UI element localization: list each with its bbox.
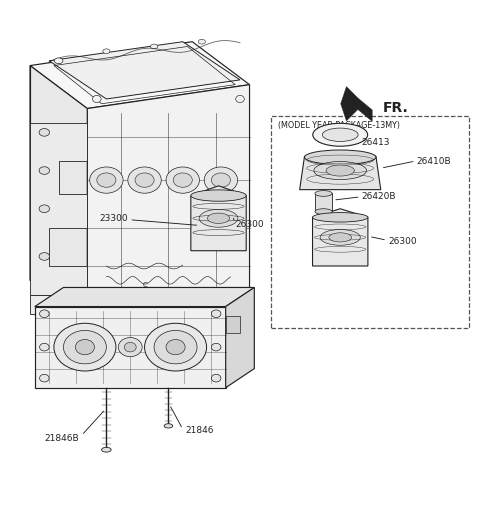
Polygon shape xyxy=(226,287,254,388)
Ellipse shape xyxy=(320,229,360,245)
Text: FR.: FR. xyxy=(383,101,409,114)
Ellipse shape xyxy=(312,213,368,222)
Polygon shape xyxy=(35,306,226,388)
Ellipse shape xyxy=(210,196,232,222)
Ellipse shape xyxy=(236,95,244,103)
Ellipse shape xyxy=(211,343,221,351)
Ellipse shape xyxy=(103,49,110,54)
Polygon shape xyxy=(30,123,87,295)
Ellipse shape xyxy=(164,423,173,428)
Ellipse shape xyxy=(39,253,49,260)
Ellipse shape xyxy=(54,58,63,64)
Ellipse shape xyxy=(313,123,368,146)
Ellipse shape xyxy=(329,233,351,242)
Ellipse shape xyxy=(39,375,49,382)
Ellipse shape xyxy=(314,162,367,180)
Ellipse shape xyxy=(144,323,206,371)
Polygon shape xyxy=(226,316,240,333)
Text: 26420B: 26420B xyxy=(362,192,396,201)
Text: 26413: 26413 xyxy=(362,138,390,147)
Ellipse shape xyxy=(166,339,185,355)
Ellipse shape xyxy=(118,338,142,356)
Ellipse shape xyxy=(154,330,197,364)
Ellipse shape xyxy=(198,39,205,44)
Ellipse shape xyxy=(315,209,332,214)
Ellipse shape xyxy=(326,165,354,176)
Polygon shape xyxy=(300,156,381,189)
Ellipse shape xyxy=(173,173,192,187)
Text: (MODEL YEAR PACKAGE-13MY): (MODEL YEAR PACKAGE-13MY) xyxy=(278,121,400,130)
Ellipse shape xyxy=(191,190,246,201)
Text: 26300: 26300 xyxy=(388,237,417,246)
Ellipse shape xyxy=(166,167,199,193)
Ellipse shape xyxy=(54,323,116,371)
Polygon shape xyxy=(30,295,250,314)
Text: 26300: 26300 xyxy=(235,220,264,229)
Polygon shape xyxy=(315,194,332,212)
Ellipse shape xyxy=(135,173,154,187)
Ellipse shape xyxy=(211,375,221,382)
Ellipse shape xyxy=(236,291,244,298)
Ellipse shape xyxy=(211,173,230,187)
Text: C: C xyxy=(142,282,147,288)
Polygon shape xyxy=(341,87,372,121)
Ellipse shape xyxy=(97,173,116,187)
Ellipse shape xyxy=(39,343,49,351)
Ellipse shape xyxy=(211,310,221,318)
Ellipse shape xyxy=(39,205,49,213)
Ellipse shape xyxy=(55,59,62,63)
Ellipse shape xyxy=(207,213,229,223)
Ellipse shape xyxy=(102,447,111,452)
Polygon shape xyxy=(30,41,250,109)
Text: 21846: 21846 xyxy=(185,426,214,435)
Ellipse shape xyxy=(124,343,136,352)
Ellipse shape xyxy=(75,339,95,355)
Polygon shape xyxy=(87,85,250,304)
Ellipse shape xyxy=(39,310,49,318)
Ellipse shape xyxy=(93,291,101,298)
Polygon shape xyxy=(191,186,246,251)
Ellipse shape xyxy=(93,95,101,103)
Ellipse shape xyxy=(304,150,376,164)
Ellipse shape xyxy=(315,190,332,196)
Text: 26410B: 26410B xyxy=(417,156,451,165)
Ellipse shape xyxy=(90,167,123,193)
Polygon shape xyxy=(49,41,240,99)
Text: 23300: 23300 xyxy=(99,214,128,223)
Ellipse shape xyxy=(151,44,157,49)
Ellipse shape xyxy=(199,210,238,227)
Ellipse shape xyxy=(39,167,49,174)
Ellipse shape xyxy=(128,167,161,193)
Ellipse shape xyxy=(204,167,238,193)
Ellipse shape xyxy=(63,330,107,364)
Text: 21846B: 21846B xyxy=(44,434,79,443)
Ellipse shape xyxy=(323,128,358,142)
Polygon shape xyxy=(30,65,87,304)
Ellipse shape xyxy=(39,129,49,136)
Polygon shape xyxy=(312,209,368,266)
Polygon shape xyxy=(35,287,254,306)
